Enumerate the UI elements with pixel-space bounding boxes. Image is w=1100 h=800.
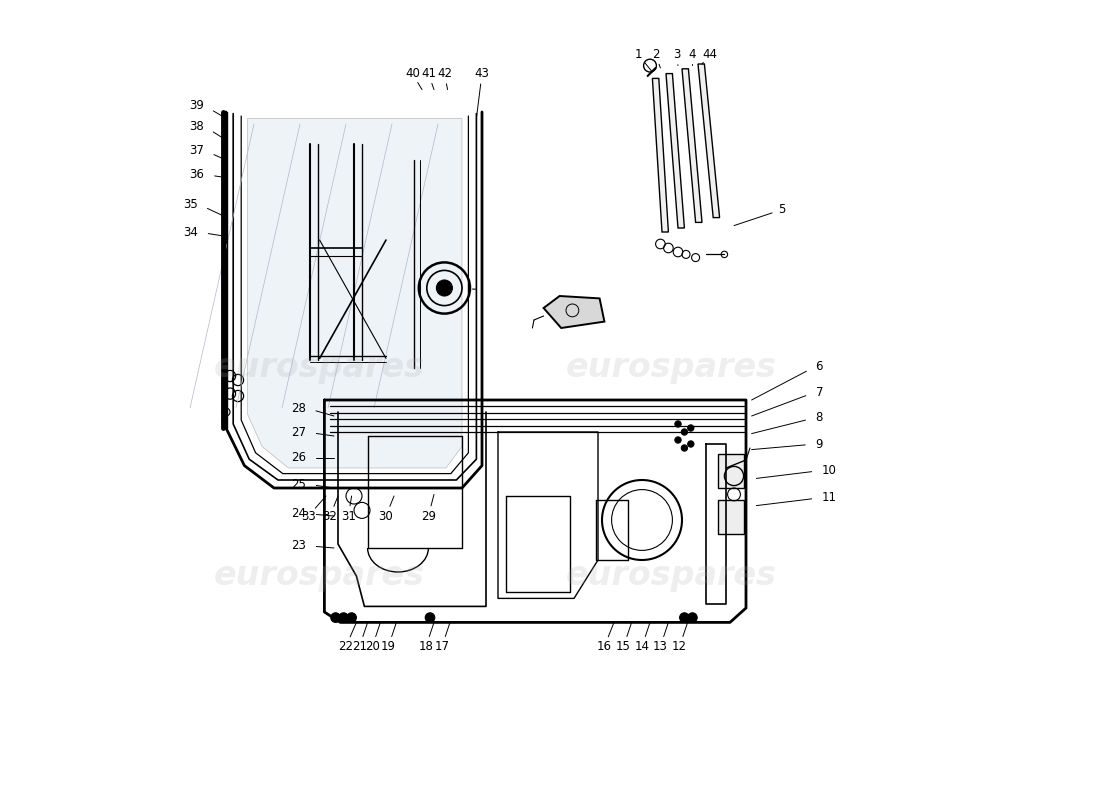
Text: 41: 41 bbox=[421, 67, 436, 80]
Polygon shape bbox=[652, 78, 669, 232]
Text: 2: 2 bbox=[652, 48, 659, 61]
Text: 26: 26 bbox=[292, 451, 306, 464]
Text: 1: 1 bbox=[635, 48, 641, 61]
Text: 5: 5 bbox=[779, 203, 785, 216]
Circle shape bbox=[681, 429, 688, 435]
Text: 3: 3 bbox=[673, 48, 680, 61]
Text: 33: 33 bbox=[301, 510, 316, 522]
Text: 4: 4 bbox=[689, 48, 696, 61]
Text: 20: 20 bbox=[365, 640, 380, 653]
Text: 9: 9 bbox=[815, 438, 823, 450]
Text: 11: 11 bbox=[822, 491, 837, 504]
Circle shape bbox=[437, 280, 452, 296]
Polygon shape bbox=[718, 500, 744, 534]
Text: 24: 24 bbox=[292, 507, 306, 520]
Text: 23: 23 bbox=[292, 539, 306, 552]
Text: 18: 18 bbox=[419, 640, 433, 653]
Text: 19: 19 bbox=[381, 640, 396, 653]
Text: eurospares: eurospares bbox=[214, 351, 425, 385]
Text: eurospares: eurospares bbox=[214, 559, 425, 593]
Text: 39: 39 bbox=[189, 99, 205, 112]
Circle shape bbox=[680, 613, 690, 622]
Text: 16: 16 bbox=[597, 640, 612, 653]
Polygon shape bbox=[666, 74, 684, 228]
Text: 34: 34 bbox=[183, 226, 198, 238]
Text: eurospares: eurospares bbox=[566, 351, 777, 385]
Text: 17: 17 bbox=[434, 640, 450, 653]
Polygon shape bbox=[718, 454, 744, 488]
Circle shape bbox=[688, 613, 697, 622]
Text: 31: 31 bbox=[341, 510, 355, 522]
Text: eurospares: eurospares bbox=[566, 559, 777, 593]
Circle shape bbox=[346, 613, 356, 622]
Text: 10: 10 bbox=[822, 464, 837, 477]
Text: 8: 8 bbox=[815, 411, 823, 424]
Text: 28: 28 bbox=[292, 402, 306, 414]
Circle shape bbox=[426, 613, 434, 622]
Circle shape bbox=[688, 425, 694, 431]
Text: 43: 43 bbox=[474, 67, 490, 80]
Text: 36: 36 bbox=[189, 168, 205, 181]
Text: 37: 37 bbox=[189, 144, 205, 157]
Text: 6: 6 bbox=[815, 360, 823, 373]
Text: 35: 35 bbox=[184, 198, 198, 210]
Text: 32: 32 bbox=[322, 510, 338, 522]
Text: 7: 7 bbox=[815, 386, 823, 398]
Text: 14: 14 bbox=[635, 640, 649, 653]
Text: 15: 15 bbox=[616, 640, 631, 653]
Circle shape bbox=[688, 441, 694, 447]
Text: 21: 21 bbox=[352, 640, 367, 653]
Circle shape bbox=[674, 421, 681, 427]
Polygon shape bbox=[543, 296, 604, 328]
Text: 25: 25 bbox=[292, 478, 306, 490]
Polygon shape bbox=[698, 64, 719, 218]
Text: 30: 30 bbox=[378, 510, 394, 522]
Text: 22: 22 bbox=[339, 640, 353, 653]
Text: 38: 38 bbox=[189, 120, 205, 133]
Circle shape bbox=[681, 445, 688, 451]
Circle shape bbox=[339, 613, 349, 622]
Polygon shape bbox=[248, 118, 462, 468]
Text: 29: 29 bbox=[421, 510, 436, 522]
Text: 44: 44 bbox=[703, 48, 717, 61]
Text: /: / bbox=[219, 418, 228, 426]
Circle shape bbox=[674, 437, 681, 443]
Text: 12: 12 bbox=[672, 640, 688, 653]
Text: 40: 40 bbox=[405, 67, 420, 80]
Text: 27: 27 bbox=[292, 426, 306, 438]
Circle shape bbox=[331, 613, 340, 622]
Text: 42: 42 bbox=[437, 67, 452, 80]
Polygon shape bbox=[682, 69, 702, 222]
Text: 13: 13 bbox=[653, 640, 668, 653]
